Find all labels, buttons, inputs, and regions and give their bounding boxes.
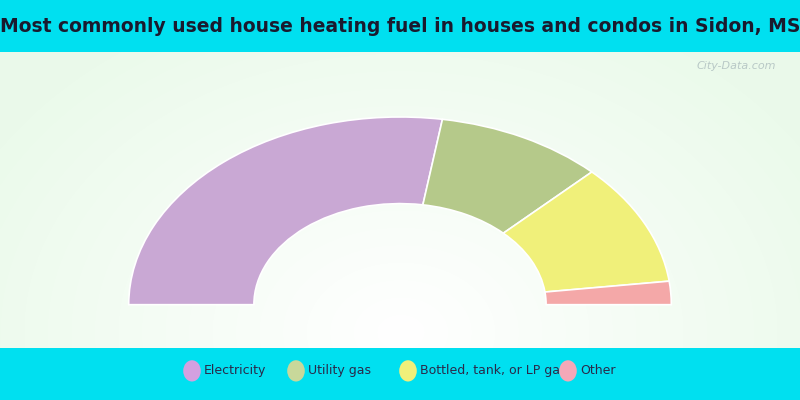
Wedge shape	[545, 281, 671, 305]
Text: Utility gas: Utility gas	[308, 364, 371, 377]
Text: Other: Other	[580, 364, 615, 377]
Ellipse shape	[559, 360, 577, 382]
Ellipse shape	[399, 360, 417, 382]
Ellipse shape	[287, 360, 305, 382]
Text: Most commonly used house heating fuel in houses and condos in Sidon, MS: Most commonly used house heating fuel in…	[0, 16, 800, 36]
Text: Bottled, tank, or LP gas: Bottled, tank, or LP gas	[420, 364, 566, 377]
Wedge shape	[129, 117, 442, 305]
Wedge shape	[423, 119, 592, 233]
Ellipse shape	[183, 360, 201, 382]
Text: Electricity: Electricity	[204, 364, 266, 377]
Wedge shape	[503, 172, 669, 292]
Text: City-Data.com: City-Data.com	[697, 61, 776, 71]
